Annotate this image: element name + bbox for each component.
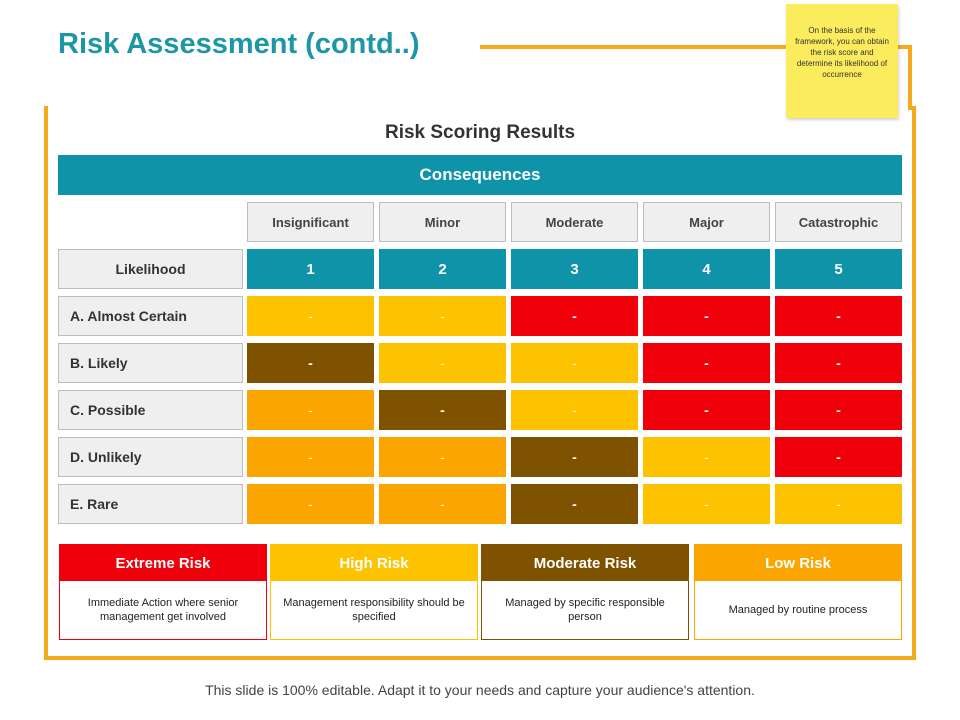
- consequence-score: 5: [775, 249, 902, 289]
- legend-description: Managed by routine process: [728, 604, 868, 616]
- legend-title: Extreme Risk: [60, 545, 266, 581]
- risk-cell-high: -: [379, 296, 506, 336]
- consequence-score: 1: [247, 249, 374, 289]
- risk-cell-high: -: [379, 343, 506, 383]
- likelihood-row-label: A. Almost Certain: [58, 296, 243, 336]
- likelihood-row-label: D. Unlikely: [58, 437, 243, 477]
- likelihood-row-label: E. Rare: [58, 484, 243, 524]
- risk-cell-low: -: [247, 437, 374, 477]
- likelihood-label: Likelihood: [58, 249, 243, 289]
- legend-title: Low Risk: [695, 545, 901, 581]
- risk-cell-low: -: [379, 437, 506, 477]
- consequence-score: 3: [511, 249, 638, 289]
- legend-extreme-risk: Extreme Risk Immediate Action where senio…: [59, 544, 267, 640]
- risk-cell-extreme: -: [643, 343, 770, 383]
- consequences-header: Consequences: [58, 155, 902, 195]
- risk-cell-extreme: -: [775, 437, 902, 477]
- risk-cell-moderate: -: [511, 437, 638, 477]
- risk-cell-high: -: [511, 343, 638, 383]
- footer-note: This slide is 100% editable. Adapt it to…: [205, 682, 755, 698]
- risk-cell-moderate: -: [379, 390, 506, 430]
- consequence-score: 4: [643, 249, 770, 289]
- risk-cell-moderate: -: [247, 343, 374, 383]
- risk-cell-extreme: -: [775, 390, 902, 430]
- legend-title: High Risk: [271, 545, 477, 581]
- frame-right-edge: [908, 45, 912, 110]
- risk-cell-high: -: [775, 484, 902, 524]
- risk-cell-extreme: -: [643, 296, 770, 336]
- risk-cell-high: -: [511, 390, 638, 430]
- column-header: Major: [643, 202, 770, 242]
- likelihood-row-label: C. Possible: [58, 390, 243, 430]
- consequence-score: 2: [379, 249, 506, 289]
- legend-high-risk: High Risk Management responsibility shoul…: [270, 544, 478, 640]
- column-header: Catastrophic: [775, 202, 902, 242]
- risk-cell-extreme: -: [775, 296, 902, 336]
- risk-cell-low: -: [379, 484, 506, 524]
- content-frame: [44, 106, 916, 660]
- risk-cell-moderate: -: [511, 484, 638, 524]
- page-title: Risk Assessment (contd..): [58, 28, 420, 60]
- risk-cell-high: -: [643, 484, 770, 524]
- legend-title: Moderate Risk: [482, 545, 688, 581]
- column-header: Insignificant: [247, 202, 374, 242]
- risk-cell-low: -: [247, 390, 374, 430]
- column-header: Moderate: [511, 202, 638, 242]
- risk-cell-extreme: -: [775, 343, 902, 383]
- legend-description: Managed by specific responsible person: [505, 597, 665, 623]
- risk-cell-low: -: [247, 484, 374, 524]
- likelihood-row-label: B. Likely: [58, 343, 243, 383]
- risk-cell-extreme: -: [511, 296, 638, 336]
- risk-cell-high: -: [247, 296, 374, 336]
- legend-moderate-risk: Moderate Risk Managed by specific respons…: [481, 544, 689, 640]
- legend-low-risk: Low Risk Managed by routine process: [694, 544, 902, 640]
- frame-top-line: [480, 45, 912, 49]
- legend-description: Management responsibility should be spec…: [283, 597, 465, 623]
- sticky-note: On the basis of the framework, you can o…: [786, 4, 898, 118]
- risk-cell-high: -: [643, 437, 770, 477]
- risk-cell-extreme: -: [643, 390, 770, 430]
- legend-description: Immediate Action where senior management…: [87, 597, 239, 623]
- section-title: Risk Scoring Results: [384, 122, 576, 143]
- column-header: Minor: [379, 202, 506, 242]
